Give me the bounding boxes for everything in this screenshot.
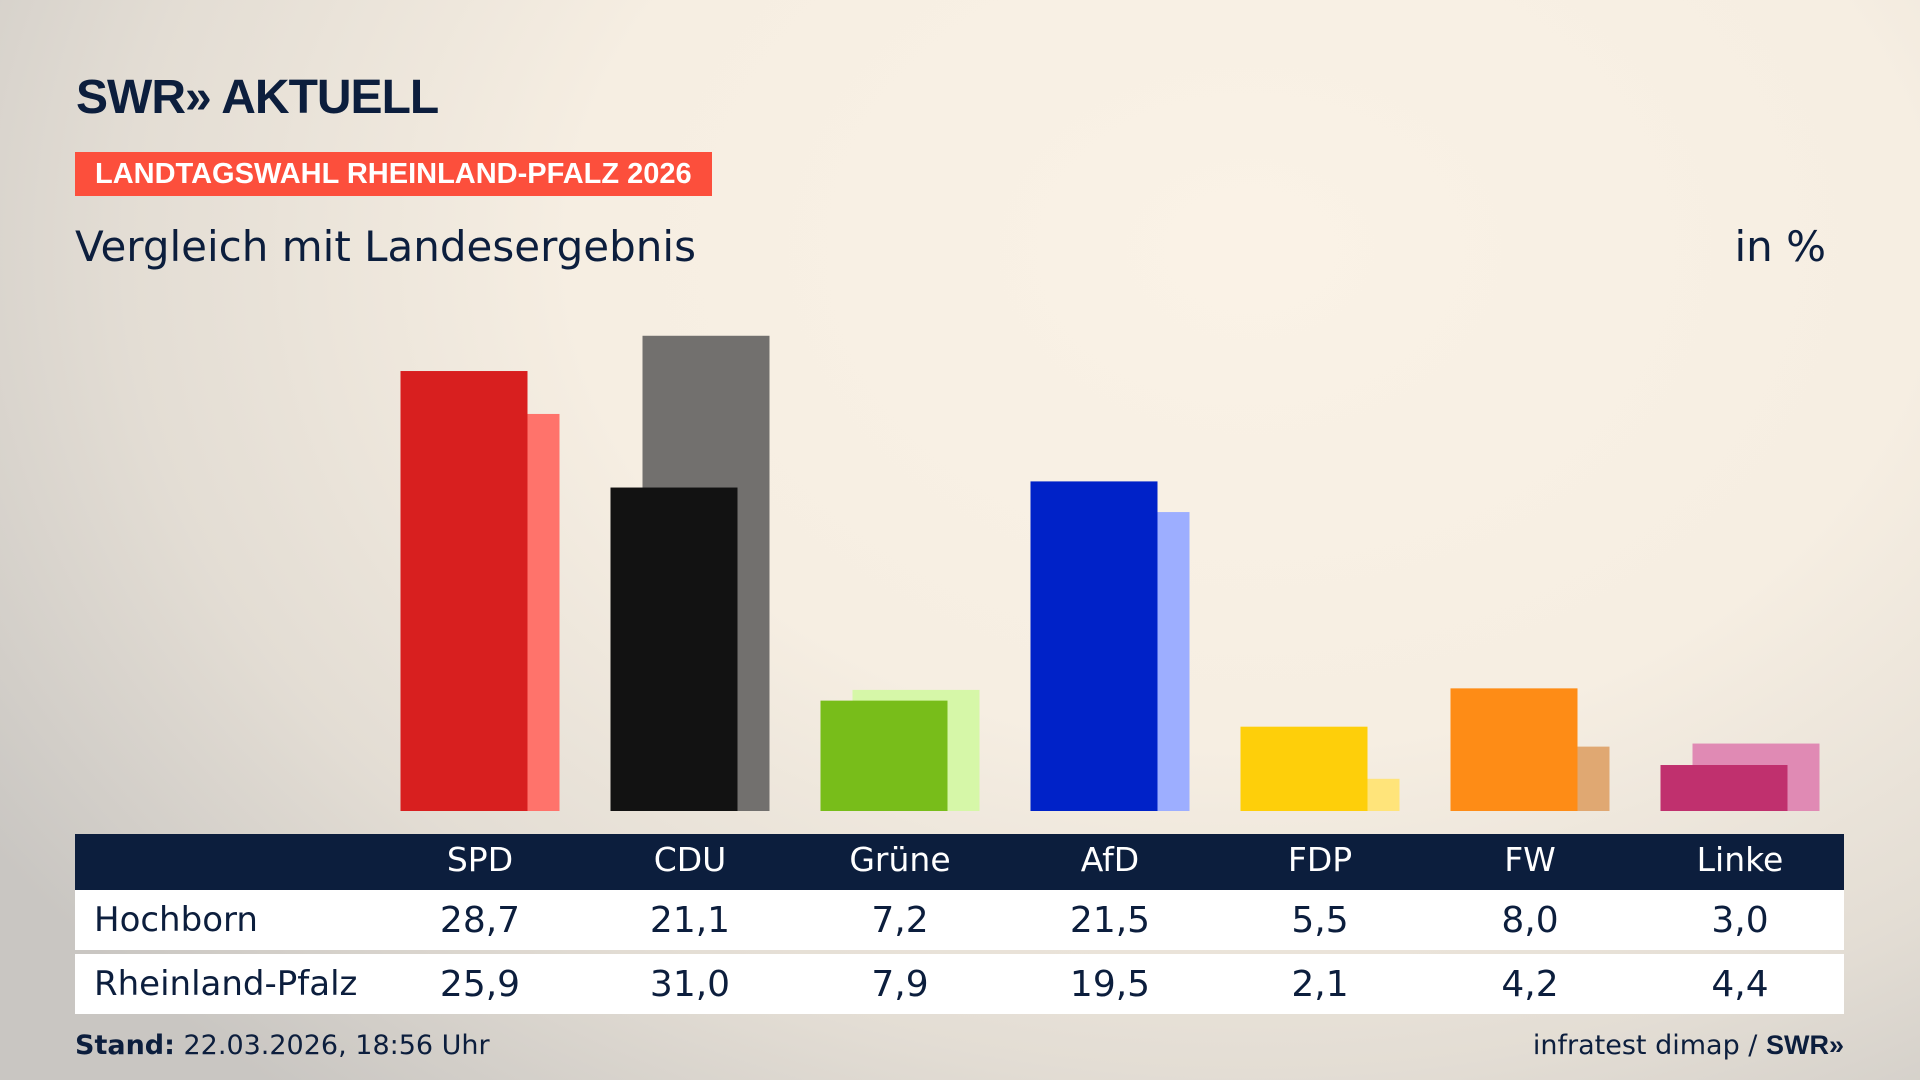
table-header: SPD CDU Grüne AfD FDP FW Linke [75, 834, 1844, 890]
value-cell: 21,5 [1069, 899, 1151, 941]
results-table: SPD CDU Grüne AfD FDP FW Linke Hochborn 28,7 21,… [75, 834, 1844, 1018]
party-header: AfD [1080, 840, 1140, 879]
party-header: SPD [446, 840, 514, 879]
row-label: Rheinland-Pfalz [94, 964, 358, 1004]
value-cell: 28,7 [439, 899, 521, 941]
value-cell: 7,2 [871, 899, 929, 941]
bar-local-afd [1030, 481, 1158, 811]
timestamp: Stand: 22.03.2026, 18:56 Uhr [75, 1030, 490, 1061]
bar-local-linke [1660, 765, 1788, 811]
row-label: Hochborn [94, 900, 258, 940]
bar-local-cdu [610, 487, 738, 811]
value-cell: 3,0 [1711, 899, 1769, 941]
unit-label: in % [1734, 222, 1826, 271]
value-cell: 8,0 [1501, 899, 1559, 941]
value-cell: 4,2 [1501, 963, 1559, 1005]
stand-value: 22.03.2026, 18:56 Uhr [174, 1030, 490, 1061]
party-header: Linke [1696, 840, 1784, 879]
value-cell: 4,4 [1711, 963, 1769, 1005]
table-row: Rheinland-Pfalz 25,9 31,0 7,9 19,5 2,1 4,2 4,4 [75, 954, 1844, 1014]
election-kicker: LANDTAGSWAHL RHEINLAND-PFALZ 2026 [75, 152, 712, 196]
party-header: CDU [653, 840, 727, 879]
source-text: infratest dimap / [1532, 1030, 1766, 1061]
bar-local-fw [1450, 688, 1578, 811]
bar-local-spd [400, 371, 528, 811]
chart-subtitle: Vergleich mit Landesergebnis [75, 222, 696, 271]
swr-logo: SWR» [1765, 1030, 1844, 1060]
value-cell: 21,1 [649, 899, 731, 941]
bar-local-grüne [820, 700, 948, 811]
source: infratest dimap / SWR» [1533, 1030, 1844, 1061]
table-row: Hochborn 28,7 21,1 7,2 21,5 5,5 8,0 3,0 [75, 890, 1844, 950]
bar-chart [400, 335, 1820, 811]
value-cell: 2,1 [1291, 963, 1349, 1005]
party-header: Grüne [849, 840, 951, 879]
value-cell: 5,5 [1291, 899, 1349, 941]
stand-label: Stand: [75, 1030, 175, 1061]
value-cell: 25,9 [439, 963, 521, 1005]
party-header: FW [1504, 840, 1556, 879]
bar-local-fdp [1240, 726, 1368, 811]
value-cell: 31,0 [649, 963, 731, 1005]
value-cell: 7,9 [871, 963, 929, 1005]
value-cell: 19,5 [1069, 963, 1151, 1005]
swr-aktuell-logo: SWR» AKTUELL [76, 71, 439, 124]
party-header: FDP [1287, 840, 1353, 879]
